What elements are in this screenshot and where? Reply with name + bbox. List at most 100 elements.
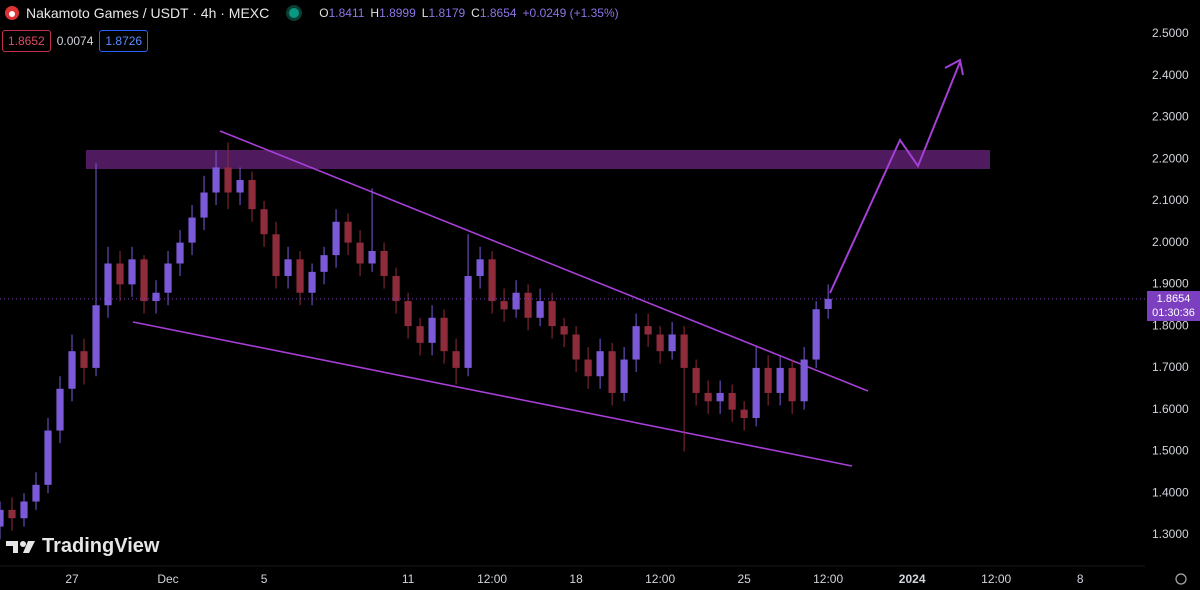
x-tick-label: 18 xyxy=(569,572,583,586)
x-tick-label: 8 xyxy=(1077,572,1084,586)
candle-body xyxy=(560,326,568,335)
candle-body xyxy=(332,221,340,256)
candle-body xyxy=(284,259,292,277)
candle-body xyxy=(596,351,604,377)
x-tick-label: 5 xyxy=(261,572,268,586)
y-tick-label: 1.7000 xyxy=(1152,360,1189,374)
ohlc-value: 1.8999 xyxy=(379,6,416,20)
x-tick-label: 12:00 xyxy=(813,572,843,586)
candle-body xyxy=(176,242,184,264)
candle-body xyxy=(152,292,160,302)
candle-body xyxy=(200,192,208,218)
candle-body xyxy=(32,484,40,502)
candle-body xyxy=(344,221,352,243)
arrow-head xyxy=(944,58,964,76)
x-tick-label: 2024 xyxy=(899,572,926,586)
candle-body xyxy=(500,301,508,310)
y-tick-label: 2.2000 xyxy=(1152,151,1189,165)
candle-body xyxy=(140,259,148,302)
candle-body xyxy=(440,317,448,352)
candle-body xyxy=(824,298,832,309)
ohlc-value: 1.8411 xyxy=(328,6,365,20)
candle-body xyxy=(740,409,748,419)
candle-body xyxy=(764,367,772,393)
bid-button[interactable]: 1.8652 xyxy=(2,30,51,52)
ohlc-label: C xyxy=(471,6,480,20)
candle-body xyxy=(104,263,112,306)
logo-text: TradingView xyxy=(42,535,160,557)
candle-body xyxy=(812,309,820,360)
countdown: 01:30:36 xyxy=(1152,306,1195,319)
y-tick-label: 1.3000 xyxy=(1152,527,1189,541)
x-tick-label: 25 xyxy=(737,572,751,586)
candle-body xyxy=(668,334,676,352)
x-tick-label: 11 xyxy=(402,572,415,586)
x-tick-label: 12:00 xyxy=(645,572,675,586)
x-tick-label: 12:00 xyxy=(477,572,507,586)
symbol-title[interactable]: Nakamoto Games / USDT · 4h · MEXC xyxy=(26,5,270,21)
candle-body xyxy=(548,301,556,327)
candle-body xyxy=(236,179,244,193)
candle-body xyxy=(788,367,796,402)
candle-body xyxy=(488,259,496,302)
change: +0.0249 (+1.35%) xyxy=(522,6,619,20)
candle-body xyxy=(356,242,364,264)
y-tick-label: 2.0000 xyxy=(1152,235,1189,249)
x-tick-label: Dec xyxy=(157,572,178,586)
y-tick-label: 2.4000 xyxy=(1152,68,1189,82)
candle-body xyxy=(8,509,16,519)
y-tick-label: 2.1000 xyxy=(1152,193,1189,207)
candle-body xyxy=(224,167,232,193)
candle-body xyxy=(416,326,424,343)
candle-body xyxy=(716,392,724,402)
candle-body xyxy=(128,259,136,285)
candle-body xyxy=(680,334,688,368)
lower-trendline xyxy=(132,321,853,467)
y-tick-label: 2.5000 xyxy=(1152,26,1189,40)
candle-body xyxy=(584,359,592,377)
y-tick-label: 1.6000 xyxy=(1152,402,1189,416)
candle-body xyxy=(656,334,664,352)
candle-body xyxy=(404,301,412,327)
order-buttons: 1.8652 0.0074 1.8726 xyxy=(2,30,149,52)
resistance-zone xyxy=(86,150,990,169)
candle-body xyxy=(68,351,76,389)
candle-body xyxy=(392,276,400,302)
candle-body xyxy=(800,359,808,402)
candle-body xyxy=(368,250,376,264)
x-tick-label: 12:00 xyxy=(981,572,1011,586)
ask-button[interactable]: 1.8726 xyxy=(99,30,149,52)
candle-body xyxy=(272,234,280,277)
candle-body xyxy=(512,292,520,310)
ohlc-value: 1.8179 xyxy=(428,6,466,20)
candle-body xyxy=(704,392,712,402)
candle-body xyxy=(632,326,640,360)
candle-body xyxy=(44,430,52,485)
x-tick-label: 27 xyxy=(65,572,79,586)
logo: TradingView xyxy=(6,535,159,558)
y-tick-label: 1.9000 xyxy=(1152,277,1189,291)
candle-body xyxy=(308,271,316,293)
spread: 0.0074 xyxy=(56,34,94,48)
candle-body xyxy=(608,351,616,393)
y-tick-label: 1.8000 xyxy=(1152,318,1189,332)
candle-body xyxy=(572,334,580,360)
candle-body xyxy=(20,501,28,519)
y-tick-label: 2.3000 xyxy=(1152,110,1189,124)
candle-body xyxy=(164,263,172,293)
candle-body xyxy=(464,276,472,368)
candle-body xyxy=(776,367,784,393)
candle-body xyxy=(92,305,100,368)
settings-icon[interactable] xyxy=(1175,573,1187,585)
upper-trendline xyxy=(219,130,869,392)
candle-body xyxy=(80,351,88,368)
candle-body xyxy=(644,326,652,335)
ohlc-value: 1.8654 xyxy=(479,6,517,20)
candle-body xyxy=(380,250,388,277)
candle-body xyxy=(476,259,484,277)
last-price: 1.8654 xyxy=(1156,292,1191,305)
symbol-icon xyxy=(5,6,19,20)
candle-body xyxy=(428,317,436,343)
candle-body xyxy=(752,367,760,419)
